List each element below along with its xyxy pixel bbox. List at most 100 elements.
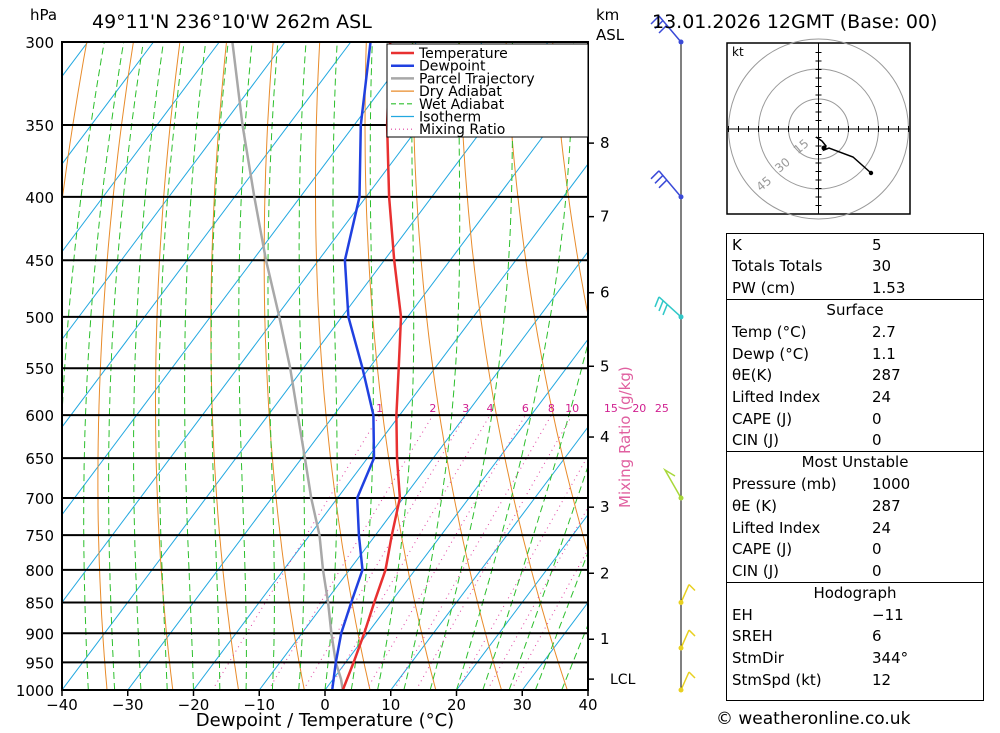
wind-barb — [650, 15, 682, 43]
index-value: 287 — [872, 496, 901, 515]
index-label: CAPE (J) — [732, 540, 793, 559]
index-value: 287 — [872, 366, 901, 385]
isotherm-line — [390, 426, 588, 690]
pressure-tick-label: 300 — [25, 34, 54, 52]
wet-adiabat-line — [62, 42, 105, 690]
index-value: 12 — [872, 670, 892, 689]
km-tick-label: 6 — [600, 284, 610, 302]
index-value: 1.53 — [872, 278, 906, 297]
pressure-tick-label: 750 — [25, 527, 54, 545]
dry-adiabat-line — [97, 42, 134, 690]
most-unstable-section: Most Unstable Pressure (mb) 1000 θE (K) 287… — [727, 450, 983, 582]
pressure-tick-label: 1000 — [16, 682, 54, 700]
hodograph-storm-dot — [821, 145, 827, 151]
wet-adiabat-line — [429, 42, 513, 690]
index-row: θE (K) 287 — [727, 495, 983, 517]
index-label: CIN (J) — [732, 561, 780, 580]
mixing-ratio-line — [415, 414, 573, 690]
legend-entry: Wet Adiabat — [419, 97, 505, 113]
legend-entry: Temperature — [418, 46, 508, 62]
mixing-ratio-tick-label: 1 — [376, 402, 383, 415]
isotherm-line — [193, 163, 588, 690]
index-value: 0 — [872, 540, 882, 559]
pressure-tick-label: 400 — [25, 189, 54, 207]
x-tick-label: 20 — [447, 696, 466, 714]
mixing-ratio-line — [268, 414, 434, 690]
isotherm-line — [62, 42, 549, 690]
wet-adiabat-line — [83, 42, 125, 690]
most-unstable-title: Most Unstable — [801, 452, 909, 471]
pressure-tick-label: 600 — [25, 407, 54, 425]
wet-adiabat-line — [456, 42, 574, 690]
index-value: 6 — [872, 627, 882, 646]
isotherm-line — [62, 42, 352, 428]
mixing-ratio-tick-label: 15 — [604, 402, 618, 415]
index-label: Dewp (°C) — [732, 344, 810, 363]
wet-adiabat-line — [534, 551, 588, 690]
x-axis-title: Dewpoint / Temperature (°C) — [196, 710, 454, 731]
km-tick-label: 2 — [600, 564, 610, 582]
footer-credit[interactable]: © weatheronline.co.uk — [716, 709, 911, 729]
pressure-tick-label: 650 — [25, 450, 54, 468]
isotherm-line — [456, 513, 588, 690]
km-tick-label: 1 — [600, 630, 610, 648]
index-label: Totals Totals — [732, 257, 823, 276]
x-tick-label: 40 — [578, 696, 597, 714]
hodograph-stats-title: Hodograph — [813, 583, 897, 602]
wind-barb — [680, 671, 696, 691]
x-tick-label: 0 — [320, 696, 330, 714]
index-label: θE (K) — [732, 496, 777, 515]
lcl-label: LCL — [610, 672, 636, 688]
hodograph-end-dot — [868, 170, 874, 176]
dry-adiabat-line — [263, 42, 305, 690]
mixing-ratio-axis-title: Mixing Ratio (g/kg) — [616, 366, 634, 508]
mixing-ratio-tick-label: 10 — [565, 402, 579, 415]
legend-entry: Dewpoint — [419, 59, 486, 75]
pressure-tick-label: 950 — [25, 654, 54, 672]
legend-box — [386, 43, 589, 138]
index-label: CIN (J) — [732, 431, 780, 450]
hodograph-unit-label: kt — [732, 45, 744, 59]
indices-panel: K 5 Totals Totals 30 PW (cm) 1.53 Surface Tem… — [726, 233, 984, 701]
mixing-ratio-tick-label: 6 — [522, 402, 529, 415]
index-row: CIN (J) 0 — [727, 560, 983, 582]
pressure-tick-label: 800 — [25, 562, 54, 580]
index-row: θE(K) 287 — [727, 365, 983, 387]
km-tick-label: 4 — [600, 428, 610, 446]
index-label: PW (cm) — [732, 278, 796, 297]
index-label: Lifted Index — [732, 387, 821, 406]
index-row: Pressure (mb) 1000 — [727, 474, 983, 496]
pressure-tick-label: 850 — [25, 595, 54, 613]
wind-barb — [680, 629, 696, 649]
parcel-trajectory-line — [231, 42, 345, 690]
wind-barb — [680, 583, 696, 603]
pressure-tick-label: 500 — [25, 309, 54, 327]
km-tick-label: 3 — [600, 498, 610, 516]
index-value: 30 — [872, 257, 892, 276]
mixing-ratio-line — [302, 414, 467, 690]
index-row: SREH 6 — [727, 626, 983, 648]
index-row: CIN (J) 0 — [727, 429, 983, 451]
index-row: StmSpd (kt) 12 — [727, 669, 983, 691]
dry-adiabat-line — [210, 42, 239, 690]
km-tick-label: 5 — [600, 357, 610, 375]
index-label: Pressure (mb) — [732, 475, 837, 494]
legend-entry: Parcel Trajectory — [419, 71, 535, 87]
pressure-tick-label: 350 — [25, 117, 54, 135]
index-label: StmSpd (kt) — [732, 670, 822, 689]
x-tick-label: −10 — [243, 696, 275, 714]
isotherm-line — [62, 42, 154, 165]
index-label: SREH — [732, 627, 773, 646]
index-label: Temp (°C) — [732, 323, 807, 342]
index-label: Lifted Index — [732, 518, 821, 537]
index-row: Lifted Index 24 — [727, 517, 983, 539]
x-tick-label: −20 — [178, 696, 210, 714]
indices-top-section: K 5 Totals Totals 30 PW (cm) 1.53 — [727, 234, 983, 299]
x-tick-label: 10 — [381, 696, 400, 714]
isotherm-line — [62, 42, 286, 341]
mixing-ratio-tick-label: 2 — [429, 402, 436, 415]
dry-adiabat-line — [552, 42, 588, 318]
km-tick-label: 8 — [600, 134, 610, 152]
